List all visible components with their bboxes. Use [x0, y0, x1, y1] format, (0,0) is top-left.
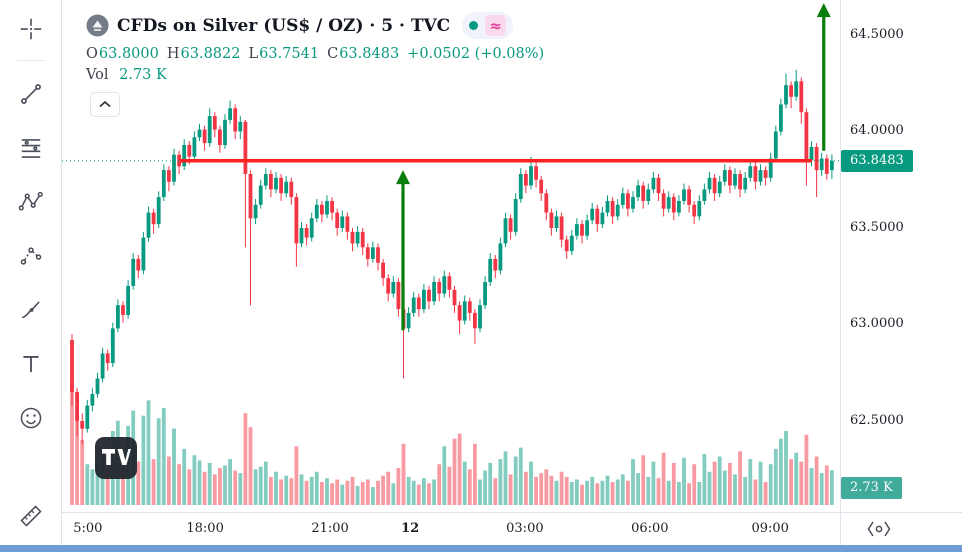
time-axis[interactable]: 5:00 18:00 21:00 12 03:00 06:00 09:00 — [62, 512, 962, 545]
time-ticks: 5:00 18:00 21:00 12 03:00 06:00 09:00 — [62, 513, 840, 545]
change-value: +0.0502 (+0.08%) — [407, 46, 545, 62]
tool-forecast-button[interactable] — [9, 237, 53, 275]
price-axis-label: 64.5000 — [850, 26, 904, 42]
brush-icon — [21, 301, 40, 319]
time-axis-label: 03:00 — [506, 521, 544, 536]
emoji-icon — [20, 407, 41, 429]
fib-lines-icon — [21, 139, 40, 158]
text-icon — [22, 356, 39, 373]
drawing-toolbar — [0, 0, 62, 545]
price-axis-label: 63.0000 — [850, 316, 904, 332]
data-status-capsule[interactable]: ≈ — [462, 12, 514, 39]
tradingview-logo-watermark — [95, 437, 137, 479]
open-label: O — [86, 46, 98, 62]
scales-settings-icon[interactable] — [866, 520, 892, 538]
tool-trend-line-button[interactable] — [9, 75, 53, 113]
volume-badge: 2.73 K — [841, 477, 902, 499]
time-axis-label: 06:00 — [631, 521, 669, 536]
low-label: L — [248, 46, 259, 62]
high-value: 63.8822 — [180, 46, 241, 62]
low-value: 63.7541 — [259, 46, 320, 62]
price-axis-label: 64.0000 — [850, 123, 904, 139]
tool-gann-fib-button[interactable] — [9, 129, 53, 167]
volume-row: Vol 2.73 K — [86, 67, 544, 83]
tool-measure-ruler-button[interactable] — [9, 497, 53, 535]
volume-series — [70, 380, 834, 505]
silver-symbol-icon — [86, 14, 109, 37]
candlestick-series — [70, 69, 834, 445]
tool-brush-button[interactable] — [9, 291, 53, 329]
open-value: 63.8000 — [98, 46, 159, 62]
volume-label: Vol — [86, 67, 109, 83]
close-label: C — [327, 46, 339, 62]
chevron-up-icon — [99, 101, 111, 108]
tool-text-button[interactable] — [9, 345, 53, 383]
up-arrow-drawing-2[interactable] — [816, 3, 831, 151]
time-axis-label: 12 — [401, 521, 420, 536]
chart-legend: CFDs on Silver (US$ / OZ) · 5 · TVC ≈ O … — [86, 12, 544, 117]
chart-pane[interactable]: CFDs on Silver (US$ / OZ) · 5 · TVC ≈ O … — [62, 0, 840, 512]
trend-line-icon — [20, 84, 41, 104]
tool-xabcd-pattern-button[interactable] — [9, 183, 53, 221]
tool-crosshair-button[interactable] — [9, 10, 53, 48]
time-axis-label: 5:00 — [73, 521, 103, 536]
symbol-title[interactable]: CFDs on Silver (US$ / OZ) · 5 · TVC — [117, 15, 451, 36]
close-value: 63.8483 — [339, 46, 400, 62]
delayed-data-icon: ≈ — [485, 15, 507, 36]
high-label: H — [166, 46, 180, 62]
up-arrow-drawing-1[interactable] — [395, 170, 410, 331]
tool-emoji-button[interactable] — [9, 399, 53, 437]
tradingview-logo-icon — [102, 449, 131, 465]
time-axis-label: 18:00 — [186, 521, 224, 536]
legend-collapse-button[interactable] — [90, 92, 120, 117]
ohlc-row: O 63.8000 H 63.8822 L 63.7541 C 63.8483 … — [86, 46, 544, 62]
volume-value: 2.73 K — [119, 67, 167, 83]
price-axis[interactable]: 63.8483 2.73 K 64.5000 64.0000 63.5000 63.0… — [840, 0, 962, 512]
ruler-icon — [19, 505, 42, 527]
window-bottom-edge — [0, 545, 962, 552]
axis-corner-divider — [840, 513, 841, 545]
crosshair-icon — [20, 18, 41, 40]
toolbar-divider — [16, 60, 45, 61]
forecast-icon — [20, 247, 41, 265]
time-axis-label: 09:00 — [751, 521, 789, 536]
chart-canvas[interactable] — [62, 0, 840, 512]
time-axis-label: 21:00 — [311, 521, 349, 536]
market-status-dot — [469, 21, 479, 30]
xabcd-pattern-icon — [18, 191, 43, 211]
price-axis-label: 63.5000 — [850, 219, 904, 235]
last-price-badge: 63.8483 — [841, 149, 913, 172]
price-axis-label: 62.5000 — [850, 412, 904, 428]
